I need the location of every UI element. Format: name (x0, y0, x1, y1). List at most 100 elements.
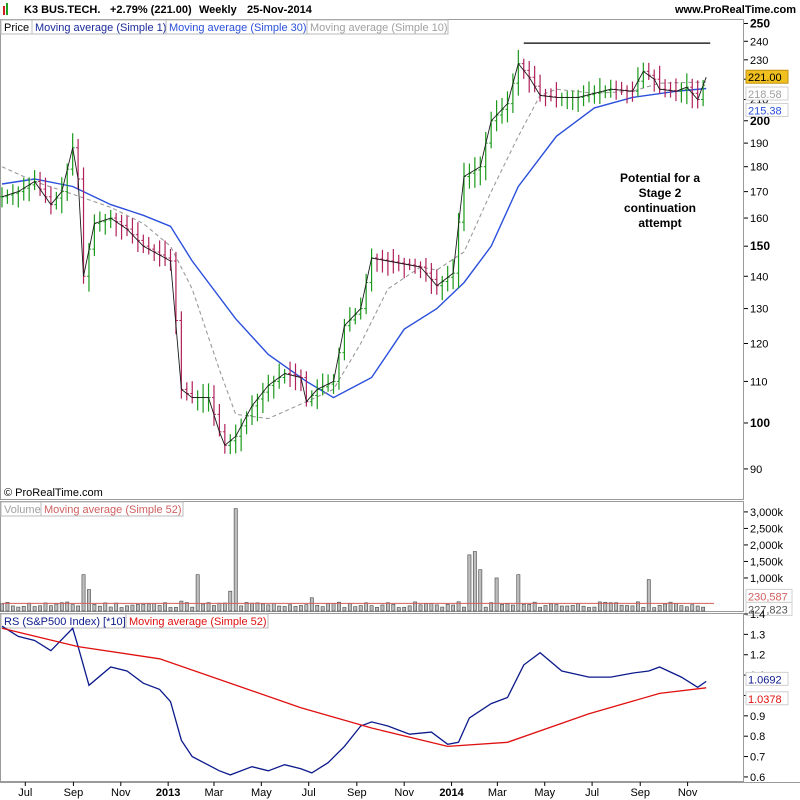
volume-bar (418, 604, 423, 612)
volume-bar (299, 605, 303, 612)
volume-bar (402, 606, 407, 612)
price-y-tick-label: 110 (750, 376, 768, 388)
x-tick-label: 2014 (439, 787, 464, 799)
volume-bar (462, 606, 466, 612)
volume-bar (521, 603, 526, 612)
volume-bar (380, 604, 385, 612)
ma30-line (1, 87, 707, 399)
volume-bar (369, 605, 374, 612)
x-tick-label: Sep (347, 787, 367, 799)
volume-bar (43, 602, 48, 612)
volume-bar (255, 602, 260, 612)
rs-y-tick-label: 0.8 (750, 731, 765, 743)
rs-legend: RS (S&P500 Index) [*10] Moving average (… (0, 613, 269, 629)
volume-bar (701, 606, 706, 612)
volume-bar (108, 606, 113, 612)
volume-bar (10, 605, 15, 612)
volume-bar (391, 603, 396, 612)
volume-bar (337, 601, 341, 612)
volume-y-tick-label: 2,500k (750, 523, 784, 535)
chart-logo-icon (3, 3, 8, 15)
volume-bar (65, 601, 70, 612)
price-y-tick-label: 170 (750, 187, 768, 199)
legend-ma30: Moving average (Simple 30) (169, 22, 307, 34)
volume-bar (27, 602, 32, 612)
period-label[interactable]: Weekly (199, 4, 238, 16)
volume-bar (549, 603, 553, 612)
ma1-close-line (1, 62, 707, 447)
price-change: +2.79% (221.00) (110, 4, 192, 16)
rs-series-line (1, 625, 707, 776)
annotation: Potential for a Stage 2 continuation att… (620, 171, 700, 230)
volume-bar (277, 605, 282, 612)
volume-bar (146, 603, 151, 612)
website-label[interactable]: www.ProRealTime.com (674, 4, 796, 16)
rs-panel[interactable]: RS (S&P500 Index) [*10] Moving average (… (0, 609, 789, 784)
last-ma30-tag-bg (745, 102, 789, 117)
volume-bar (293, 606, 298, 612)
volume-bar (59, 602, 64, 612)
volume-bar (288, 604, 292, 612)
x-tick-label: Sep (64, 787, 84, 799)
legend-volume: Volume (4, 504, 41, 516)
rs-y-tick-label: 1.4 (750, 609, 765, 621)
volume-bar (592, 606, 597, 612)
volume-bars (0, 508, 706, 612)
last-rs-tag-bg (745, 671, 789, 686)
volume-bar (679, 605, 684, 612)
price-y-tick-label: 100 (750, 416, 770, 430)
volume-bar (451, 604, 456, 612)
volume-panel[interactable]: Volume Moving average (Simple 52) 1,000k… (0, 501, 793, 616)
rs-y-tick-label: 1.2 (750, 650, 765, 662)
volume-bar (554, 604, 559, 612)
last-rs-tag: 1.0692 (748, 674, 782, 686)
volume-bar (326, 603, 331, 612)
volume-bar (97, 605, 102, 612)
volume-bar (396, 607, 401, 612)
volume-bar (467, 554, 472, 612)
price-y-tick-label: 250 (750, 16, 770, 30)
legend-rs-ma52: Moving average (Simple 52) (129, 616, 267, 628)
rs-y-tick-label: 0.6 (750, 772, 765, 784)
price-y-tick-label: 90 (750, 464, 762, 476)
volume-bar (179, 600, 184, 612)
volume-bar (38, 605, 42, 612)
volume-bar (103, 602, 108, 612)
rs-y-tick-label: 0.7 (750, 752, 765, 764)
volume-bar (440, 606, 445, 612)
volume-bar (559, 605, 564, 612)
volume-bar (597, 601, 602, 612)
volume-bar (494, 577, 499, 612)
volume-bar (543, 605, 548, 612)
volume-bar (244, 602, 249, 612)
volume-bar (92, 603, 97, 612)
volume-bar (385, 602, 390, 612)
price-panel[interactable]: Price Moving average (Simple 1) Moving a… (0, 16, 789, 499)
volume-bar (456, 601, 461, 612)
rs-y-axis: 0.60.70.80.911.11.21.31.4 (744, 609, 765, 784)
price-y-tick-label: 150 (750, 239, 770, 253)
last-ma10-tag: 218.58 (748, 89, 782, 101)
volume-bar (581, 605, 586, 612)
volume-bar (619, 604, 624, 612)
volume-bar (304, 604, 309, 612)
price-bars (0, 49, 707, 455)
legend-ma1: Moving average (Simple 1) (35, 22, 166, 34)
volume-y-tick-label: 2,000k (750, 540, 784, 552)
price-y-tick-label: 120 (750, 338, 768, 350)
x-tick-label: Mar (488, 787, 507, 799)
volume-bar (168, 607, 173, 612)
annotation-line-4: attempt (638, 216, 681, 230)
volume-bar (532, 601, 537, 612)
x-tick-label: 2013 (156, 787, 180, 799)
volume-legend: Volume Moving average (Simple 52) (0, 501, 184, 517)
volume-bar (538, 606, 542, 612)
volume-bar (174, 607, 178, 612)
price-y-tick-label: 130 (750, 304, 768, 316)
price-y-tick-label: 240 (750, 36, 768, 48)
annotation-line-1: Potential for a (620, 171, 700, 185)
volume-bar (130, 604, 135, 612)
volume-y-tick-label: 1,500k (750, 556, 784, 568)
volume-bar (76, 605, 80, 612)
